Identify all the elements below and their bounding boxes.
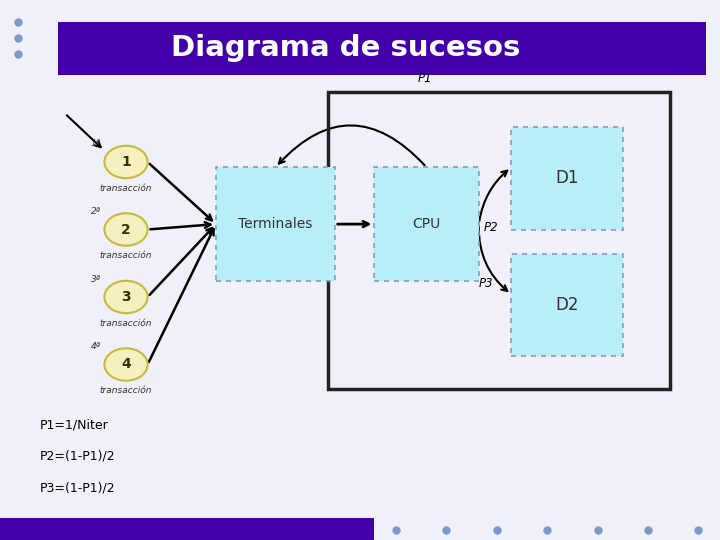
- Text: D1: D1: [555, 169, 579, 187]
- Circle shape: [104, 348, 148, 381]
- Text: Terminales: Terminales: [238, 217, 312, 231]
- Text: P2=(1-P1)/2: P2=(1-P1)/2: [40, 450, 115, 463]
- Text: D2: D2: [555, 296, 579, 314]
- Bar: [0, 518, 374, 540]
- Text: 1ª: 1ª: [91, 139, 101, 148]
- Text: Diagrama de sucesos: Diagrama de sucesos: [171, 33, 521, 62]
- Bar: [58, 22, 706, 75]
- Text: 3ª: 3ª: [91, 274, 101, 284]
- Text: P1=1/Niter: P1=1/Niter: [40, 418, 108, 431]
- Text: transacción: transacción: [100, 319, 152, 328]
- Text: 2: 2: [121, 222, 131, 237]
- Circle shape: [104, 281, 148, 313]
- Text: P2: P2: [484, 221, 498, 234]
- Bar: [328, 92, 670, 389]
- Text: P3=(1-P1)/2: P3=(1-P1)/2: [40, 481, 115, 494]
- Text: 1: 1: [121, 155, 131, 169]
- Text: P3: P3: [479, 277, 493, 290]
- Circle shape: [104, 213, 148, 246]
- Text: CPU: CPU: [413, 217, 441, 231]
- Bar: [511, 254, 623, 356]
- Circle shape: [104, 146, 148, 178]
- Text: transacción: transacción: [100, 251, 152, 260]
- Bar: [216, 167, 335, 281]
- Text: 4: 4: [121, 357, 131, 372]
- Text: P1: P1: [418, 72, 432, 85]
- Text: 2ª: 2ª: [91, 207, 101, 216]
- Text: transacción: transacción: [100, 184, 152, 193]
- Bar: [511, 127, 623, 230]
- Text: 3: 3: [121, 290, 131, 304]
- Bar: [374, 167, 479, 281]
- Text: transacción: transacción: [100, 386, 152, 395]
- Text: 4ª: 4ª: [91, 342, 101, 351]
